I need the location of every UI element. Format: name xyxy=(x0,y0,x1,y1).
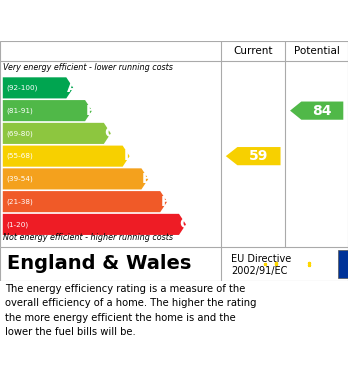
Text: (92-100): (92-100) xyxy=(6,84,38,91)
Text: (69-80): (69-80) xyxy=(6,130,33,136)
Text: The energy efficiency rating is a measure of the
overall efficiency of a home. T: The energy efficiency rating is a measur… xyxy=(5,284,257,337)
Text: Energy Efficiency Rating: Energy Efficiency Rating xyxy=(9,11,249,30)
Text: F: F xyxy=(161,195,171,209)
Polygon shape xyxy=(3,123,111,144)
Polygon shape xyxy=(226,147,280,165)
Polygon shape xyxy=(3,169,148,190)
Text: Current: Current xyxy=(234,46,273,56)
Text: 2002/91/EC: 2002/91/EC xyxy=(231,265,288,276)
Polygon shape xyxy=(3,145,129,167)
Text: G: G xyxy=(180,217,191,231)
Text: D: D xyxy=(123,149,135,163)
Text: (1-20): (1-20) xyxy=(6,221,29,228)
Text: (39-54): (39-54) xyxy=(6,176,33,182)
Text: 84: 84 xyxy=(313,104,332,118)
Text: (55-68): (55-68) xyxy=(6,153,33,160)
Polygon shape xyxy=(3,100,92,121)
Polygon shape xyxy=(3,77,73,99)
Text: Not energy efficient - higher running costs: Not energy efficient - higher running co… xyxy=(3,233,174,242)
Text: EU Directive: EU Directive xyxy=(231,254,292,264)
Text: Potential: Potential xyxy=(294,46,340,56)
Text: B: B xyxy=(86,104,96,118)
Bar xyxy=(338,250,348,278)
Text: C: C xyxy=(104,126,115,140)
Text: A: A xyxy=(67,81,78,95)
Polygon shape xyxy=(290,102,343,120)
Polygon shape xyxy=(3,191,167,212)
Text: England & Wales: England & Wales xyxy=(7,255,191,273)
Text: 59: 59 xyxy=(249,149,269,163)
Text: E: E xyxy=(142,172,152,186)
Text: Very energy efficient - lower running costs: Very energy efficient - lower running co… xyxy=(3,63,173,72)
Text: (81-91): (81-91) xyxy=(6,108,33,114)
Text: (21-38): (21-38) xyxy=(6,198,33,205)
Polygon shape xyxy=(3,214,186,235)
